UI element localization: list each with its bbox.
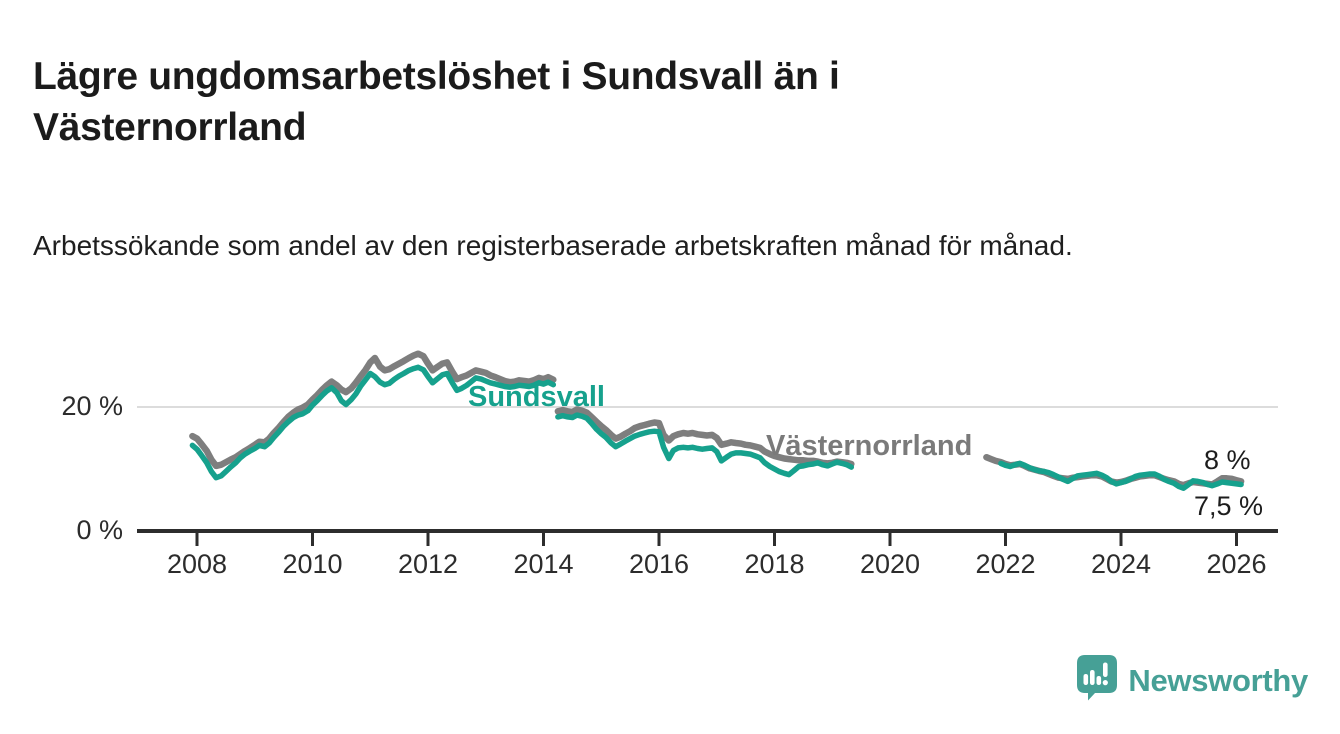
end-value-label-sundsvall: 7,5 % [1194,491,1264,521]
x-tick-label-2024: 2024 [1090,549,1152,579]
newsworthy-logo: Newsworthy [1077,655,1308,706]
x-tick-label-2026: 2026 [1206,549,1267,579]
line-sundsvall-segment-2 [555,412,855,478]
x-tick-label-2016: 2016 [628,549,690,579]
x-tick-label-2022: 2022 [975,549,1036,579]
x-tick-label-2020: 2020 [859,549,921,579]
line-sundsvall-segment-3 [998,460,1244,491]
y-tick-label-20: 20 % [61,391,123,421]
newsworthy-wordmark: Newsworthy [1128,662,1308,698]
line-sundsvall-segment-1 [189,364,557,481]
series-label-vasternorrland: Västernorrland [766,430,973,462]
line-västernorrland-segment-1 [189,350,557,470]
y-tick-label-0: 0 % [76,515,123,545]
x-tick-label-2014: 2014 [513,549,574,579]
x-tick-label-2018: 2018 [744,549,805,579]
x-tick-label-2008: 2008 [166,549,228,579]
speech-bubble-bar-chart-icon [1077,655,1118,706]
x-tick-label-2010: 2010 [282,549,343,579]
chart-subtitle: Arbetssökande som andel av den registerb… [33,230,1073,261]
line-västernorrland-segment-2 [554,406,855,468]
end-value-label-vasternorrland: 8 % [1204,445,1251,475]
x-tick-label-2012: 2012 [397,549,459,579]
series-label-sundsvall: Sundsvall [468,381,605,413]
page-title: Lägre ungdomsarbetslöshet i Sundsvall än… [33,55,840,149]
